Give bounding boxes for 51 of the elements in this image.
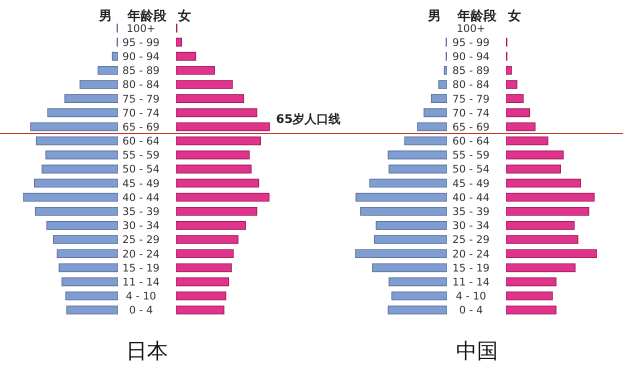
text: 日本 [125,338,169,365]
y-tick-label: 20 - 24 [122,248,160,260]
series-label: 女 [178,8,191,25]
y-tick-label: 60 - 64 [122,136,160,148]
y-tick-label: 65 - 69 [452,121,490,134]
y-tick-label: 90 - 94 [122,50,160,63]
y-tick-label: 4 - 10 [456,290,486,303]
y-axis-title: 年龄段 [456,8,498,24]
y-tick-label: 50 - 54 [122,164,160,176]
y-tick-label: 70 - 74 [122,107,160,120]
y-tick-label: 35 - 39 [452,206,490,218]
y-tick-label: 90 - 94 [452,50,490,63]
y-tick-label: 75 - 79 [122,93,160,106]
y-tick-label: 80 - 84 [122,79,160,92]
y-tick-label: 100+ [126,22,156,35]
y-tick-label: 45 - 49 [122,178,160,190]
y-tick-label: 15 - 19 [122,262,160,274]
y-tick-label: 50 - 54 [452,164,490,176]
y-tick-label: 65 - 69 [122,121,160,134]
y-tick-label: 0 - 4 [459,304,484,317]
y-tick-label: 0 - 4 [129,304,154,317]
y-tick-label: 40 - 44 [452,192,490,204]
y-tick-label: 25 - 29 [122,234,160,246]
y-tick-label: 85 - 89 [452,65,490,78]
y-tick-label: 80 - 84 [452,79,490,92]
y-tick-label: 20 - 24 [452,248,490,260]
y-tick-label: 55 - 59 [122,150,160,162]
y-tick-label: 35 - 39 [122,206,160,218]
ref-line-label: 65岁人口线 [276,110,341,128]
y-axis-title: 年龄段 [126,8,168,24]
y-tick-label: 25 - 29 [452,234,490,246]
series-label: 女 [508,8,521,25]
y-tick-label: 85 - 89 [122,65,160,78]
y-tick-label: 4 - 10 [126,290,156,303]
y-tick-label: 70 - 74 [452,107,490,120]
y-tick-label: 100+ [456,22,486,35]
y-tick-label: 60 - 64 [452,136,490,148]
y-tick-label: 95 - 99 [452,36,490,49]
y-tick-label: 11 - 14 [122,276,160,288]
series-label: 男 [99,8,112,25]
y-tick-label: 40 - 44 [122,192,160,204]
y-tick-label: 45 - 49 [452,178,490,190]
y-tick-label: 95 - 99 [122,36,160,49]
y-tick-label: 75 - 79 [452,93,490,106]
y-tick-label: 55 - 59 [452,150,490,162]
y-tick-label: 30 - 34 [452,220,490,232]
series-label: 男 [428,8,441,25]
text: 中国 [455,338,499,365]
y-tick-label: 11 - 14 [452,276,490,288]
y-tick-label: 15 - 19 [452,262,490,274]
y-tick-label: 30 - 34 [122,220,160,232]
